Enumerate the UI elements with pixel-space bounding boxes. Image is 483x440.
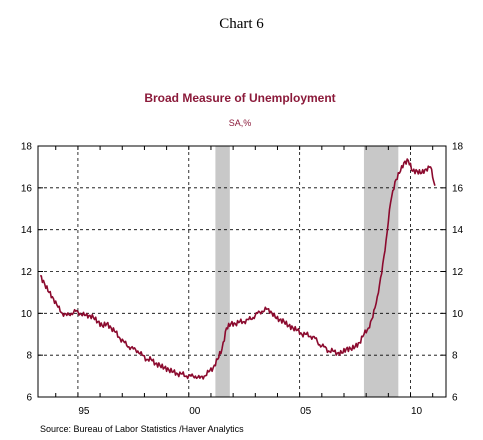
series-line-1 <box>40 158 436 380</box>
y-tick-label-right-14: 14 <box>452 225 464 236</box>
y-tick-label-left-18: 18 <box>21 142 33 153</box>
x-tick-label-00: 00 <box>189 406 201 417</box>
x-tick-label-10: 10 <box>411 406 423 417</box>
recession-band-1 <box>215 146 230 397</box>
grid-lines <box>38 146 446 397</box>
y-tick-label-left-8: 8 <box>26 351 32 362</box>
y-tick-label-right-18: 18 <box>452 142 464 153</box>
y-tick-label-left-12: 12 <box>21 267 33 278</box>
y-tick-label-left-16: 16 <box>21 183 33 194</box>
y-tick-label-right-8: 8 <box>452 351 458 362</box>
series <box>40 158 436 380</box>
chart-title: Broad Measure of Unemployment <box>144 91 336 105</box>
x-tick-label-05: 05 <box>300 406 312 417</box>
x-tick-label-95: 95 <box>78 406 90 417</box>
y-tick-label-right-10: 10 <box>452 309 464 320</box>
y-tick-label-right-6: 6 <box>452 393 458 404</box>
chart-subtitle: SA,% <box>228 118 252 128</box>
chart-source: Source: Bureau of Labor Statistics /Have… <box>40 424 244 434</box>
axes: 6 6 8 8 10 10 12 12 14 14 16 16 18 18 95 00 05 10 <box>21 142 464 418</box>
y-tick-label-left-6: 6 <box>26 393 32 404</box>
y-tick-label-left-14: 14 <box>21 225 33 236</box>
chart-heading: Chart 6 <box>219 16 264 32</box>
y-tick-label-right-16: 16 <box>452 183 464 194</box>
y-tick-label-left-10: 10 <box>21 309 33 320</box>
y-tick-label-right-12: 12 <box>452 267 464 278</box>
